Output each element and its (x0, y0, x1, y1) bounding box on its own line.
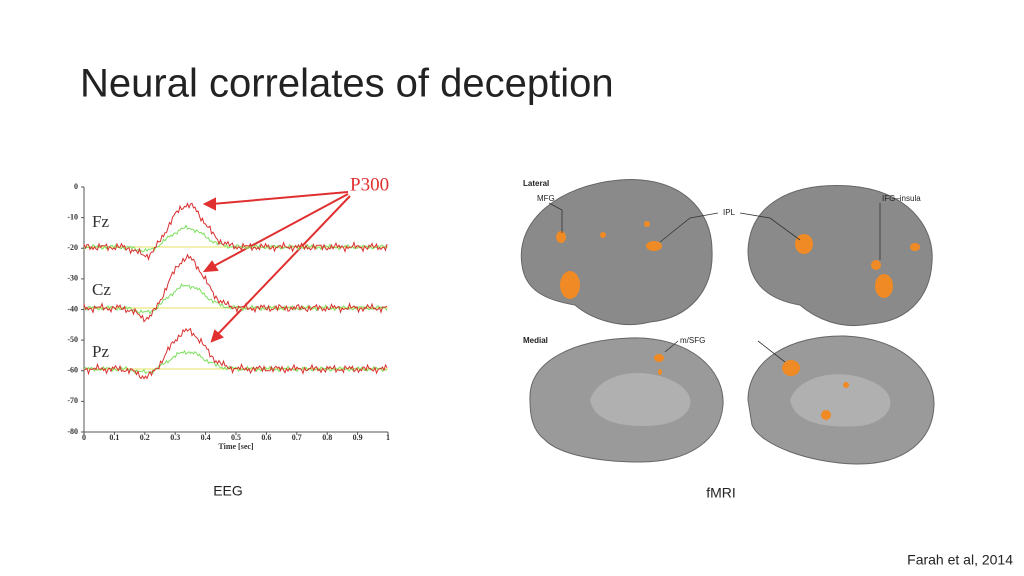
caption: EEG (213, 483, 243, 499)
x-tick-label: 0.6 (261, 433, 271, 442)
y-tick-label: -50 (67, 335, 78, 344)
x-tick-label: 0 (82, 433, 86, 442)
caption: fMRI (706, 485, 736, 501)
region-label: m/SFG (680, 336, 705, 345)
waveform (83, 253, 388, 323)
waveform (83, 349, 388, 375)
channel-label: Pz (92, 342, 109, 361)
x-tick-label: 1 (386, 433, 390, 442)
annotation: P300 (350, 174, 389, 195)
channel-label: Cz (92, 280, 111, 299)
x-tick-label: 0.2 (140, 433, 150, 442)
waveform (83, 327, 388, 380)
region-label: MFG (537, 194, 555, 203)
eeg-plot: Fz Cz Pz Time [sec] P300 0 -10 -20 -30 -40 -5… (67, 174, 390, 450)
y-tick-label: -60 (67, 366, 78, 375)
y-tick-label: -20 (67, 243, 78, 252)
x-tick-label: 0.1 (109, 433, 119, 442)
y-tick-label: -30 (67, 274, 78, 283)
y-tick-label: -80 (67, 427, 78, 436)
y-tick-label: -40 (67, 304, 78, 313)
fmri-figure (520, 179, 935, 465)
region-label: IPL (723, 208, 736, 217)
x-tick-label: 0.7 (292, 433, 302, 442)
x-axis-label: Time [sec] (218, 442, 254, 451)
arrows (202, 191, 351, 343)
x-tick-label: 0.8 (322, 433, 332, 442)
x-tick-label: 0.9 (353, 433, 363, 442)
y-tick-label: -70 (67, 396, 78, 405)
panel-label: Medial (523, 336, 548, 345)
waveform (83, 202, 388, 262)
y-tick-label: -10 (67, 212, 78, 221)
region-label: IFG–insula (882, 194, 921, 203)
citation: Farah et al, 2014 (907, 552, 1013, 568)
x-tick-label: 0.5 (231, 433, 241, 442)
y-tick-label: 0 (74, 182, 78, 191)
slide-title: Neural correlates of deception (80, 62, 614, 106)
x-tick-label: 0.4 (201, 433, 211, 442)
x-tick-label: 0.3 (170, 433, 180, 442)
waveform (83, 224, 388, 253)
panel-label: Lateral (523, 179, 549, 188)
channel-label: Fz (92, 212, 109, 231)
